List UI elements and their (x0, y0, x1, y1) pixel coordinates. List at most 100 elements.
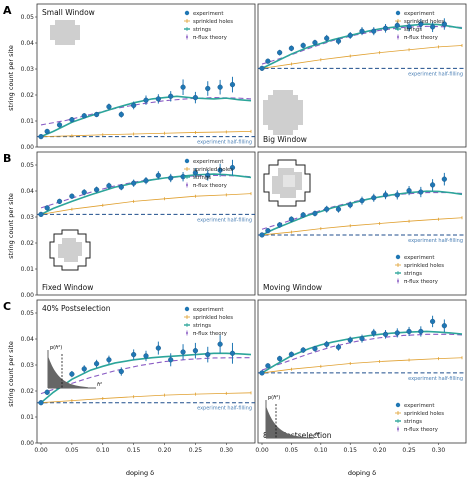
experiment-point (429, 24, 436, 30)
half-filling-label: experiment half-filling (197, 406, 252, 412)
x-tick-label: 0.30 (220, 447, 234, 454)
inset-x-label: ℏ² (97, 382, 102, 388)
xlabel-right: doping δ (348, 469, 376, 477)
row-label-b: B (3, 152, 11, 165)
experiment-point (131, 180, 137, 186)
legend-marker-experiment (395, 10, 401, 16)
site-cell (278, 125, 283, 130)
y-tick-label: 0.05 (21, 14, 35, 21)
panel-title: 40% Postselection (42, 304, 111, 313)
experiment-point (288, 351, 295, 357)
site-cell (55, 25, 60, 30)
y-tick-label: 0.03 (21, 362, 35, 369)
experiment-point (265, 228, 271, 234)
site-cell (278, 90, 283, 95)
site-cell (60, 35, 65, 40)
site-cell (283, 110, 288, 115)
x-tick-label: 0.05 (65, 447, 79, 454)
y-tick-label: 0.00 (21, 440, 35, 447)
experiment-point (56, 198, 63, 205)
y-tick-label: 0.03 (21, 214, 35, 221)
inset-x-label: ℏ² (315, 432, 320, 438)
legend-label-sprinkled: sprinkled holes (404, 19, 444, 25)
x-tick-label: 0.05 (285, 447, 299, 454)
experiment-point (324, 35, 330, 41)
site-cell (263, 115, 268, 120)
site-cell (268, 120, 273, 125)
half-filling-label: experiment half-filling (197, 217, 252, 223)
experiment-point (131, 102, 137, 109)
legend-label-experiment: experiment (193, 159, 223, 165)
experiment-point (418, 21, 424, 27)
y-tick-label: 0.03 (21, 66, 35, 73)
site-cell (298, 110, 303, 115)
x-tick-label: 0.25 (189, 447, 203, 454)
site-cell (50, 25, 55, 30)
legend-marker-experiment (184, 158, 190, 164)
experiment-point (259, 370, 265, 376)
site-cell (293, 125, 298, 130)
legend: experiment sprinkled holes strings π-flux t… (395, 10, 444, 41)
ylabel-row-a: string count per site (7, 45, 15, 111)
legend-label-pi_flux: π-flux theory (404, 427, 438, 433)
experiment-point (335, 344, 342, 350)
site-cell (298, 105, 303, 110)
legend-label-experiment: experiment (404, 255, 434, 261)
panel-1: 0.00 0.01 0.02 0.03 0.04 0.05 experiment half-… (21, 3, 256, 151)
experiment-point (359, 336, 365, 342)
experiment-point (192, 170, 199, 176)
site-cell (288, 115, 293, 120)
legend-label-pi_flux: π-flux theory (404, 279, 438, 285)
panel-title: 80% Postselection (263, 431, 332, 440)
experiment-point (359, 198, 365, 204)
site-cell (278, 105, 283, 110)
legend-label-experiment: experiment (404, 11, 434, 17)
y-tick-label: 0.05 (21, 310, 35, 317)
experiment-point (418, 328, 424, 335)
legend: experiment sprinkled holes strings π-flux t… (184, 10, 233, 41)
site-cell (273, 95, 278, 100)
legend-marker-pi-flux (186, 184, 188, 186)
experiment-point (192, 94, 199, 101)
legend-label-pi_flux: π-flux theory (193, 183, 227, 189)
window-region (58, 238, 82, 262)
strings-curve (261, 23, 463, 70)
experiment-point (300, 212, 306, 218)
experiment-point (106, 104, 112, 110)
site-cell (50, 30, 55, 35)
experiment-point (300, 42, 306, 49)
legend-marker-pi-flux (397, 428, 399, 430)
legend-label-strings: strings (193, 323, 211, 329)
big-window-inset (263, 90, 303, 135)
ylabel-row-c: string count per site (7, 341, 15, 407)
legend-label-sprinkled: sprinkled holes (404, 411, 444, 417)
site-cell (278, 95, 283, 100)
experiment-point (371, 330, 377, 336)
site-cell (55, 20, 60, 25)
site-cell (60, 30, 65, 35)
moving-window-inset (263, 159, 311, 207)
experiment-point (394, 330, 400, 336)
plot-frame (36, 299, 256, 444)
site-cell (263, 100, 268, 105)
site-cell (288, 130, 293, 135)
legend-marker-pi-flux (186, 36, 188, 38)
experiment-point (229, 350, 236, 356)
experiment-point (155, 96, 161, 102)
half-filling-label: experiment half-filling (408, 376, 463, 382)
site-cell (283, 95, 288, 100)
y-tick-label: 0.02 (21, 388, 35, 395)
site-cell (288, 95, 293, 100)
site-cell (75, 35, 80, 40)
sprinkled-curve (40, 392, 252, 404)
experiment-point (277, 222, 283, 228)
legend-label-strings: strings (404, 419, 422, 425)
experiment-point (382, 25, 389, 31)
experiment-point (418, 189, 424, 195)
row-label-c: C (3, 300, 11, 313)
experiment-point (69, 117, 75, 123)
panel-6: 0.00 0.05 0.10 0.15 0.20 0.25 0.30 experiment h… (255, 299, 467, 454)
experiment-point (205, 172, 211, 179)
experiment-point (56, 122, 63, 128)
y-tick-label: 0.01 (21, 414, 35, 421)
